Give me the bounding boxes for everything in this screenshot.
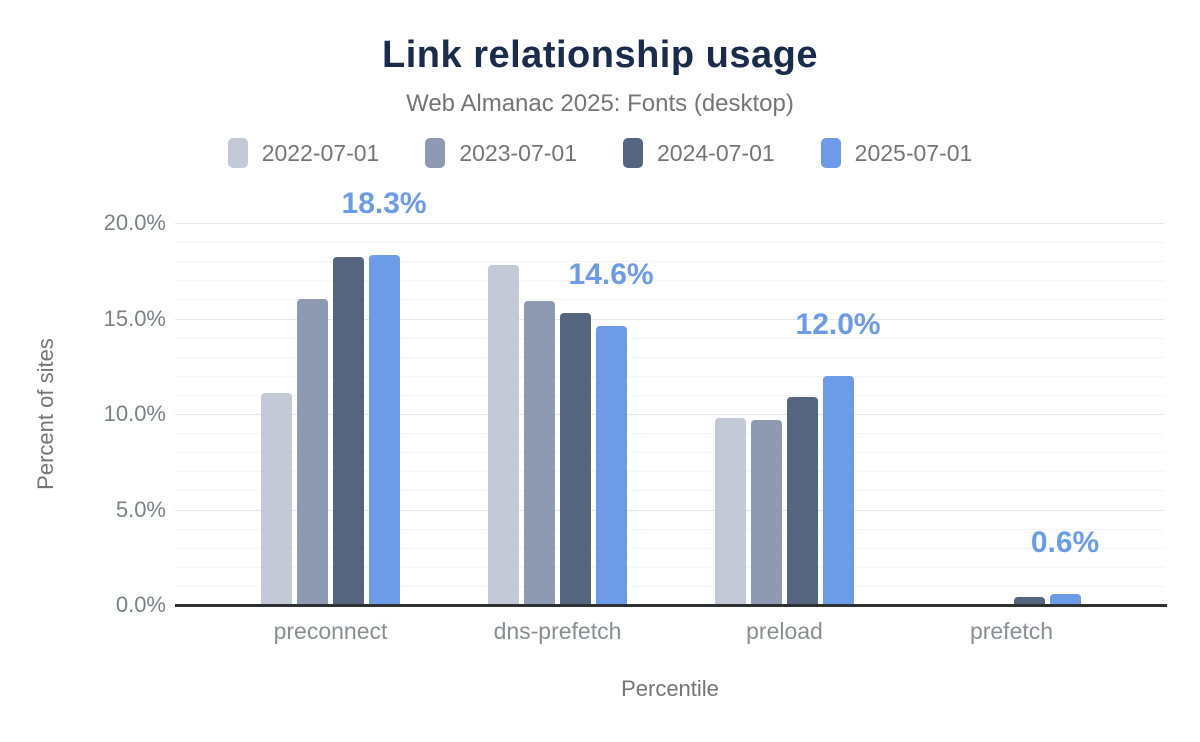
legend-swatch-icon xyxy=(227,138,248,168)
data-label: 12.0% xyxy=(795,307,881,341)
chart-title: Link relationship usage xyxy=(382,34,818,76)
minor-gridline xyxy=(175,395,1164,396)
data-label: 0.6% xyxy=(1030,525,1100,559)
legend: 2022-07-01 2023-07-01 2024-07-01 2025-07-01 xyxy=(0,138,1200,168)
x-category-label: dns-prefetch xyxy=(493,618,622,644)
y-tick-label: 10.0% xyxy=(103,401,166,426)
legend-label: 2025-07-01 xyxy=(854,139,973,166)
minor-gridline xyxy=(175,548,1164,549)
bar-preload-2025-07-01[interactable] xyxy=(822,375,854,605)
bar-preconnect-2024-07-01[interactable] xyxy=(332,257,364,605)
legend-swatch-icon xyxy=(820,138,841,168)
y-tick-label: 15.0% xyxy=(103,305,166,331)
minor-gridline xyxy=(175,357,1164,358)
legend-swatch-icon xyxy=(623,138,643,168)
minor-gridline xyxy=(175,433,1164,434)
bar-preload-2024-07-01[interactable] xyxy=(786,396,818,605)
bar-preconnect-2023-07-01[interactable] xyxy=(297,299,329,605)
minor-gridline xyxy=(175,529,1164,530)
minor-gridline xyxy=(175,338,1164,339)
bar-dns-prefetch-2024-07-01[interactable] xyxy=(559,312,591,605)
y-tick-label: 0.0% xyxy=(115,592,166,617)
minor-gridline xyxy=(175,280,1164,281)
bar-dns-prefetch-2025-07-01[interactable] xyxy=(595,326,627,605)
minor-gridline xyxy=(175,261,1164,262)
legend-label: 2024-07-01 xyxy=(657,139,775,166)
minor-gridline xyxy=(175,471,1164,472)
y-tick-label: 20.0% xyxy=(103,210,166,235)
x-axis-line xyxy=(175,604,1167,607)
major-gridline xyxy=(175,319,1164,320)
minor-gridline xyxy=(175,242,1164,243)
legend-item-2024-07-01: 2024-07-01 xyxy=(623,138,775,168)
bar-dns-prefetch-2023-07-01[interactable] xyxy=(524,301,556,605)
bar-preload-2023-07-01[interactable] xyxy=(751,419,783,605)
minor-gridline xyxy=(175,567,1164,568)
minor-gridline xyxy=(175,299,1164,300)
legend-label: 2023-07-01 xyxy=(459,139,577,166)
bar-preconnect-2022-07-01[interactable] xyxy=(261,392,293,605)
legend-item-2022-07-01: 2022-07-01 xyxy=(227,138,380,168)
x-axis-title: Percentile xyxy=(621,676,719,701)
major-gridline xyxy=(175,223,1164,224)
bar-prefetch-2024-07-01[interactable] xyxy=(1013,597,1045,605)
x-category-label: prefetch xyxy=(969,618,1054,644)
bar-prefetch-2025-07-01[interactable] xyxy=(1049,593,1081,605)
legend-label: 2022-07-01 xyxy=(261,139,380,166)
bar-preload-2022-07-01[interactable] xyxy=(715,417,747,605)
minor-gridline xyxy=(175,452,1164,453)
minor-gridline xyxy=(175,586,1164,587)
minor-gridline xyxy=(175,376,1164,377)
x-category-label: preconnect xyxy=(273,618,388,644)
minor-gridline xyxy=(175,490,1164,491)
data-label: 18.3% xyxy=(341,187,427,221)
x-category-label: preload xyxy=(746,618,823,644)
bar-preconnect-2025-07-01[interactable] xyxy=(368,255,400,605)
y-tick-label: 5.0% xyxy=(115,496,166,522)
major-gridline xyxy=(175,510,1164,511)
data-label: 14.6% xyxy=(568,258,654,292)
legend-swatch-icon xyxy=(425,138,446,168)
legend-item-2025-07-01: 2025-07-01 xyxy=(820,138,973,168)
major-gridline xyxy=(175,414,1164,415)
legend-item-2023-07-01: 2023-07-01 xyxy=(425,138,577,168)
bar-dns-prefetch-2022-07-01[interactable] xyxy=(488,265,520,605)
chart-subtitle: Web Almanac 2025: Fonts (desktop) xyxy=(406,90,794,117)
